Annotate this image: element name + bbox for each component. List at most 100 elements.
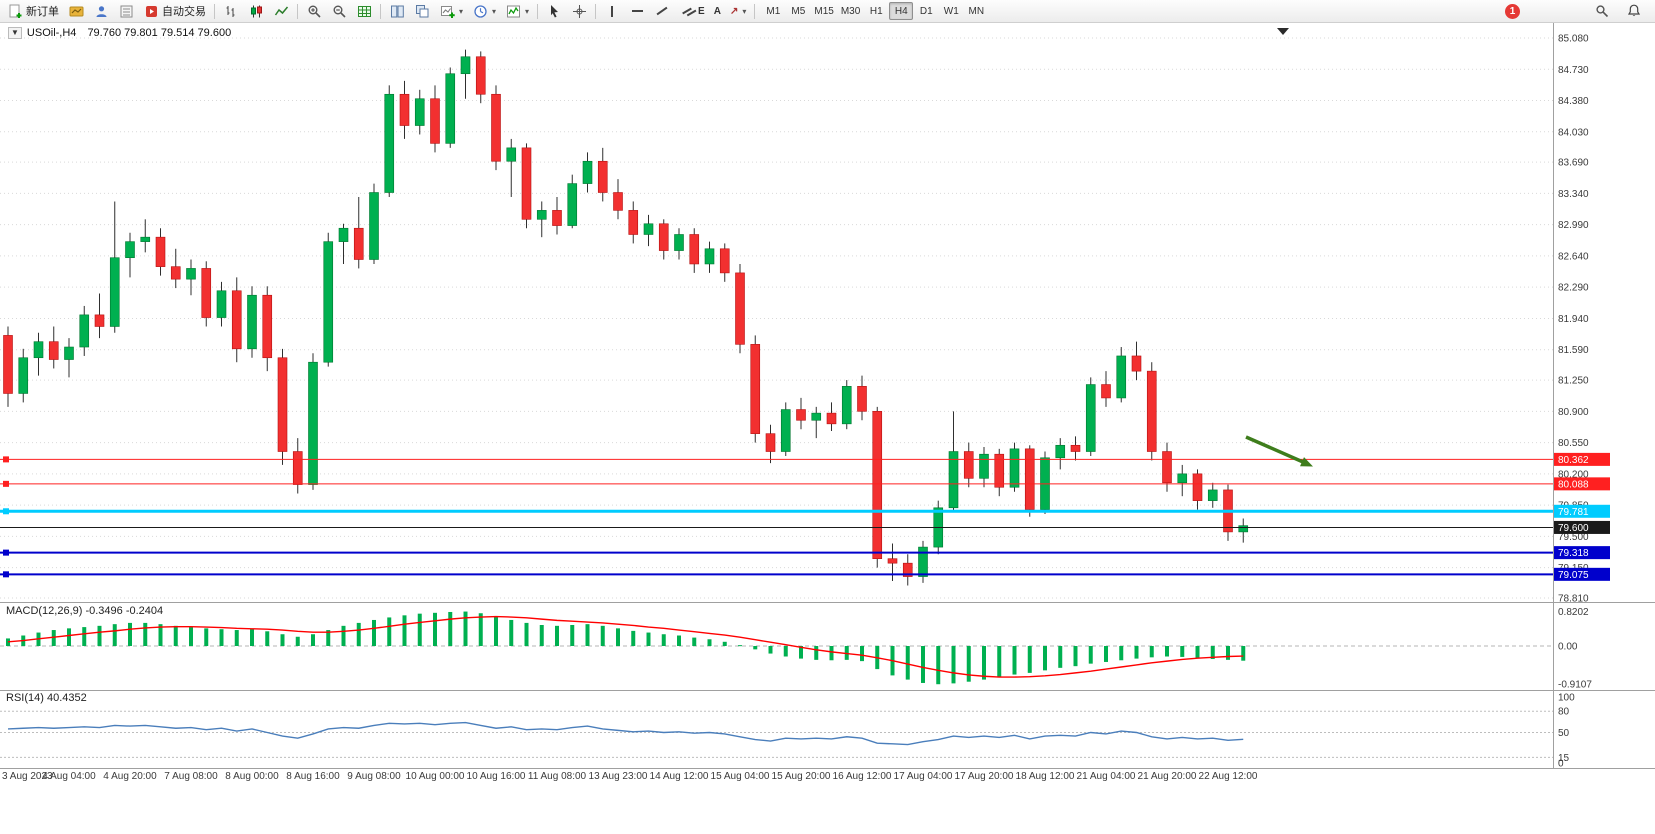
channel-icon — [679, 3, 695, 19]
toolbar-separator — [297, 3, 298, 19]
rsi-indicator-label: RSI(14) 40.4352 — [6, 692, 87, 704]
svg-text:81.940: 81.940 — [1558, 314, 1589, 325]
auto-trading-icon — [143, 3, 159, 19]
data-window-button[interactable] — [114, 1, 138, 21]
hlines-layer: 80.362 80.088 79.781 79.600 79.318 79.075 — [0, 452, 1610, 581]
bell-icon — [1626, 3, 1642, 19]
cascade-windows-icon — [414, 3, 430, 19]
svg-text:83.340: 83.340 — [1558, 189, 1589, 200]
timeframe-button-m30[interactable]: M30 — [838, 2, 863, 20]
toolbar-separator — [754, 3, 756, 19]
toolbar-separator — [380, 3, 381, 19]
timeframe-button-h1[interactable]: H1 — [864, 2, 888, 20]
tile-windows-button[interactable] — [385, 1, 409, 21]
zoom-out-button[interactable] — [327, 1, 351, 21]
zoom-out-icon — [331, 3, 347, 19]
trendline-tool-button[interactable] — [650, 1, 674, 21]
grid-icon — [356, 3, 372, 19]
svg-text:11 Aug 08:00: 11 Aug 08:00 — [528, 771, 587, 782]
period-button[interactable] — [468, 1, 500, 21]
arrows-tool-icon: ↗ — [729, 5, 739, 17]
crosshair-button[interactable] — [567, 1, 591, 21]
new-chart-button[interactable] — [435, 1, 467, 21]
svg-text:16 Aug 12:00: 16 Aug 12:00 — [833, 771, 892, 782]
search-icon — [1594, 3, 1610, 19]
svg-text:80: 80 — [1558, 707, 1570, 718]
toolbar-right: 1 — [1505, 1, 1652, 21]
svg-text:22 Aug 12:00: 22 Aug 12:00 — [1199, 771, 1258, 782]
indicators-button[interactable] — [501, 1, 533, 21]
new-chart-icon — [439, 3, 455, 19]
svg-text:4 Aug 04:00: 4 Aug 04:00 — [42, 771, 96, 782]
svg-text:0.8202: 0.8202 — [1558, 607, 1589, 618]
timeframe-button-h4[interactable]: H4 — [889, 2, 914, 20]
timeframe-button-d1[interactable]: D1 — [914, 2, 938, 20]
bar-chart-button[interactable] — [219, 1, 243, 21]
svg-text:80.200: 80.200 — [1558, 469, 1589, 480]
cursor-button[interactable] — [542, 1, 566, 21]
text-tool-button[interactable]: A — [710, 1, 725, 21]
svg-text:0.00: 0.00 — [1558, 642, 1578, 653]
svg-text:50: 50 — [1558, 728, 1570, 739]
auto-trading-label: 自动交易 — [162, 6, 206, 18]
horizontal-line-icon — [629, 3, 645, 19]
svg-text:84.030: 84.030 — [1558, 127, 1589, 138]
toolbar-separator — [214, 3, 215, 19]
svg-text:8 Aug 16:00: 8 Aug 16:00 — [286, 771, 340, 782]
cursor-icon — [546, 3, 562, 19]
svg-text:17 Aug 20:00: 17 Aug 20:00 — [955, 771, 1014, 782]
line-chart-button[interactable] — [269, 1, 293, 21]
notification-badge[interactable]: 1 — [1505, 3, 1520, 19]
svg-text:80.550: 80.550 — [1558, 438, 1589, 449]
indicators-icon — [505, 3, 521, 19]
svg-text:83.690: 83.690 — [1558, 158, 1589, 169]
svg-text:14 Aug 12:00: 14 Aug 12:00 — [650, 771, 709, 782]
clock-icon — [472, 3, 488, 19]
candles-layer — [3, 49, 1249, 586]
timeframe-button-m1[interactable]: M1 — [761, 2, 785, 20]
candlestick-chart-button[interactable] — [244, 1, 268, 21]
tile-windows-icon — [389, 3, 405, 19]
svg-text:21 Aug 04:00: 21 Aug 04:00 — [1077, 771, 1136, 782]
symbol-dropdown-icon[interactable]: ▼ — [8, 27, 22, 39]
cascade-windows-button[interactable] — [410, 1, 434, 21]
timeframe-button-mn[interactable]: MN — [964, 2, 988, 20]
chart-header: ▼ USOil-,H4 79.760 79.801 79.514 79.600 — [8, 27, 231, 39]
timeframe-button-m5[interactable]: M5 — [786, 2, 810, 20]
svg-text:10 Aug 16:00: 10 Aug 16:00 — [467, 771, 526, 782]
charts-icon — [68, 3, 84, 19]
channel-letter: E — [698, 5, 705, 17]
vertical-line-icon — [604, 3, 620, 19]
svg-text:84.380: 84.380 — [1558, 96, 1589, 107]
zoom-in-button[interactable] — [302, 1, 326, 21]
new-order-button[interactable]: 新订单 — [3, 1, 63, 21]
timeframe-button-m15[interactable]: M15 — [811, 2, 836, 20]
toolbar-separator — [595, 3, 597, 19]
charts-button[interactable] — [64, 1, 88, 21]
svg-text:80.900: 80.900 — [1558, 407, 1589, 418]
vertical-line-tool-button[interactable] — [600, 1, 624, 21]
ohlc-values: 79.760 79.801 79.514 79.600 — [87, 27, 232, 39]
svg-text:-0.9107: -0.9107 — [1558, 680, 1592, 691]
toolbar-separator — [537, 3, 539, 19]
svg-text:80.088: 80.088 — [1558, 479, 1589, 490]
svg-text:15 Aug 20:00: 15 Aug 20:00 — [772, 771, 831, 782]
grid-button[interactable] — [352, 1, 376, 21]
market-watch-button[interactable] — [89, 1, 113, 21]
horizontal-line-tool-button[interactable] — [625, 1, 649, 21]
svg-text:3 Aug 2023: 3 Aug 2023 — [2, 771, 53, 782]
arrows-tool-button[interactable]: ↗ — [726, 1, 750, 21]
text-tool-icon: A — [713, 5, 721, 17]
svg-text:15 Aug 04:00: 15 Aug 04:00 — [711, 771, 770, 782]
search-button[interactable] — [1590, 1, 1614, 21]
svg-text:81.250: 81.250 — [1558, 376, 1589, 387]
channel-tool-button[interactable]: E — [675, 1, 709, 21]
auto-trading-button[interactable]: 自动交易 — [139, 1, 210, 21]
shift-marker — [1277, 28, 1289, 35]
chart-canvas[interactable]: 85.080 84.730 84.380 84.030 83.690 83.340 82.9… — [0, 23, 1655, 834]
svg-text:9 Aug 08:00: 9 Aug 08:00 — [347, 771, 401, 782]
alerts-button[interactable] — [1622, 1, 1646, 21]
timeframe-button-w1[interactable]: W1 — [939, 2, 963, 20]
svg-text:79.600: 79.600 — [1558, 523, 1589, 534]
